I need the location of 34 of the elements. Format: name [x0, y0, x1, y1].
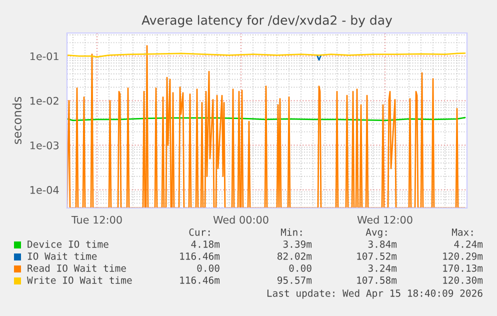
- x-tick-label: Wed 00:00: [213, 216, 268, 224]
- legend-label: Read IO Wait time: [28, 264, 126, 272]
- text: Last update: Wed Apr 15 18:40:09 2026: [267, 289, 482, 299]
- y-axis-title: seconds: [12, 96, 22, 144]
- y-tick-label: 1e-02: [30, 96, 58, 105]
- legend-label: IO Wait time: [28, 252, 97, 260]
- text: 107.52m: [357, 252, 397, 260]
- text: 116.46m: [180, 276, 220, 284]
- y-tick-label: 1e-01: [30, 52, 58, 60]
- text: 82.02m: [278, 252, 312, 260]
- text: Max:: [452, 228, 473, 236]
- text: 120.29m: [443, 252, 483, 260]
- text: 3.39m: [283, 240, 312, 248]
- text: 0.00: [289, 264, 312, 272]
- chart-title: Average latency for /dev/xvda2 - by day: [142, 15, 392, 28]
- text: 170.13m: [443, 264, 483, 272]
- text: Cur:: [189, 228, 210, 236]
- text: Min:: [280, 228, 302, 236]
- x-tick-label: Wed 12:00: [357, 216, 412, 224]
- text: 4.18m: [191, 240, 220, 248]
- y-tick-label: 1e-04: [30, 186, 59, 194]
- text: 3.24m: [368, 264, 397, 272]
- text: 116.46m: [180, 252, 220, 260]
- text: 107.58m: [357, 276, 397, 284]
- y-tick-label: 1e-03: [30, 141, 59, 150]
- text: 95.57m: [277, 276, 312, 284]
- text: 120.30m: [443, 276, 483, 284]
- text: 0.00: [197, 264, 220, 272]
- text: 4.24m: [454, 240, 483, 248]
- legend-label: Write IO Wait time: [27, 276, 132, 284]
- text: 3.84m: [368, 240, 397, 248]
- legend-label: Device IO time: [28, 240, 108, 248]
- x-tick-label: Tue 12:00: [71, 216, 122, 224]
- text: Avg:: [366, 228, 387, 238]
